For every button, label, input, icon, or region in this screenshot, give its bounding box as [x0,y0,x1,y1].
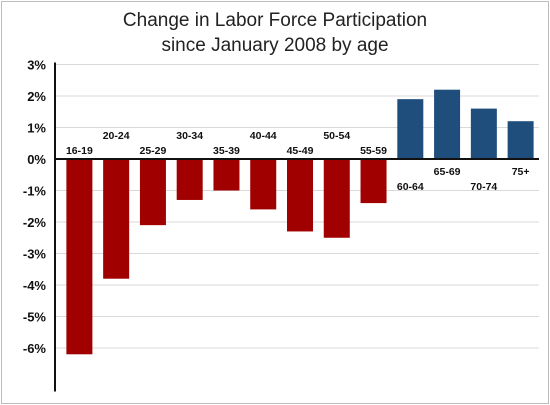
category-label: 25-29 [139,145,166,157]
category-label: 16-19 [66,145,93,157]
y-tick-label: 2% [27,89,46,104]
category-label: 45-49 [287,145,314,157]
bar-45-49 [287,159,313,232]
category-label: 60-64 [397,181,424,193]
y-tick-label: 3% [27,58,46,73]
category-label: 65-69 [434,166,461,178]
bar-50-54 [323,159,350,238]
bar-16-19 [66,159,93,355]
category-label: 30-34 [176,130,203,142]
category-label: 50-54 [323,130,350,142]
y-tick-label: 1% [27,121,46,136]
category-label: 35-39 [213,145,240,157]
category-label: 20-24 [103,130,130,142]
bar-35-39 [213,159,240,191]
chart-title: Change in Labor Force Participation [123,10,427,31]
y-tick-label: -5% [23,310,47,325]
y-tick-label: -3% [23,247,47,262]
bar-60-64 [397,99,424,159]
y-tick-label: 0% [27,152,46,167]
chart-subtitle: since January 2008 by age [161,35,388,56]
category-label: 55-59 [360,145,387,157]
category-labels: 16-19 20-24 25-29 30-34 35-39 40-44 45-49 50-54… [66,130,530,193]
bar-70-74 [470,108,497,159]
bar-40-44 [250,159,277,210]
y-tick-label: -6% [23,341,47,356]
category-label: 40-44 [250,130,277,142]
bar-65-69 [434,89,461,159]
bar-75+ [507,121,534,159]
axes [54,62,539,392]
category-label: 75+ [512,166,530,178]
y-tick-label: -1% [23,184,47,199]
y-tick-label: -4% [23,278,47,293]
category-label: 70-74 [470,181,497,193]
y-axis-ticks: 3% 2% 1% 0% -1% -2% -3% -4% -5% -6% [23,58,47,357]
bar-55-59 [360,159,387,204]
bar-30-34 [176,159,203,200]
y-tick-label: -2% [23,215,47,230]
bar-25-29 [139,159,166,226]
bars [66,89,534,355]
bar-20-24 [103,159,130,279]
